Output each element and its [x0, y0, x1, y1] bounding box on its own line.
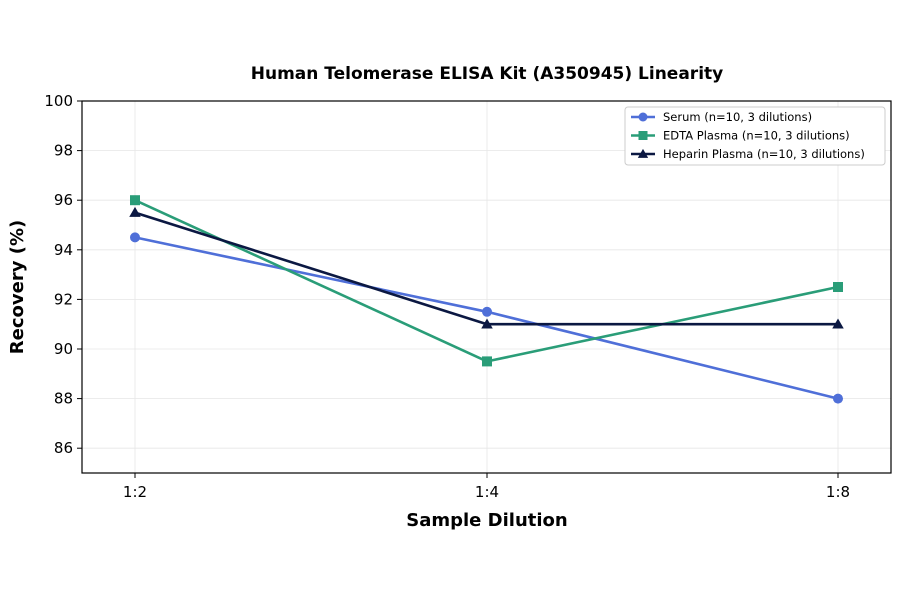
x-tick-label: 1:4	[475, 483, 499, 501]
legend-marker-triangle	[637, 148, 649, 158]
data-point-circle	[130, 232, 140, 243]
legend-marker-circle	[638, 112, 648, 122]
y-axis-label: Recovery (%)	[7, 220, 28, 354]
y-tick-label: 88	[54, 390, 73, 408]
series-line	[134, 199, 839, 363]
series-2	[130, 195, 843, 367]
series-line	[134, 236, 839, 400]
y-tick-label: 94	[54, 241, 73, 259]
data-point-square	[833, 282, 843, 292]
data-point-square	[130, 195, 140, 206]
y-tick-label: 100	[44, 92, 73, 110]
legend-label: Serum (n=10, 3 dilutions)	[663, 110, 812, 124]
legend-item: EDTA Plasma (n=10, 3 dilutions)	[631, 129, 850, 143]
chart-title: Human Telomerase ELISA Kit (A350945) Lin…	[251, 64, 723, 84]
y-tick-label: 86	[54, 439, 73, 457]
x-tick-label: 1:2	[123, 483, 147, 501]
data-point-triangle	[129, 206, 141, 217]
legend-item: Heparin Plasma (n=10, 3 dilutions)	[631, 147, 865, 161]
y-tick-label: 98	[54, 142, 73, 160]
data-point-square	[482, 356, 492, 367]
x-tick-label: 1:8	[826, 483, 850, 501]
y-tick-label: 96	[54, 191, 73, 209]
series-layer	[129, 195, 844, 404]
series-3	[129, 206, 844, 329]
legend-label: Heparin Plasma (n=10, 3 dilutions)	[663, 147, 865, 161]
series-1	[130, 232, 843, 404]
y-tick-label: 92	[54, 290, 73, 308]
legend-item: Serum (n=10, 3 dilutions)	[631, 110, 812, 124]
legend-box	[624, 106, 886, 166]
data-point-circle	[482, 306, 492, 317]
data-point-triangle	[481, 318, 493, 329]
x-axis-label: Sample Dilution	[406, 510, 567, 531]
legend: Serum (n=10, 3 dilutions) EDTA Plasma (n=…	[624, 106, 886, 166]
ticks-layer: 86 88 90 92 94 96 98 100 1:2 1:4 1:8	[44, 92, 850, 501]
legend-marker-square	[638, 131, 648, 140]
y-tick-label: 90	[54, 340, 73, 358]
data-point-triangle	[832, 318, 844, 329]
legend-label: EDTA Plasma (n=10, 3 dilutions)	[663, 129, 850, 143]
data-point-circle	[833, 393, 843, 404]
